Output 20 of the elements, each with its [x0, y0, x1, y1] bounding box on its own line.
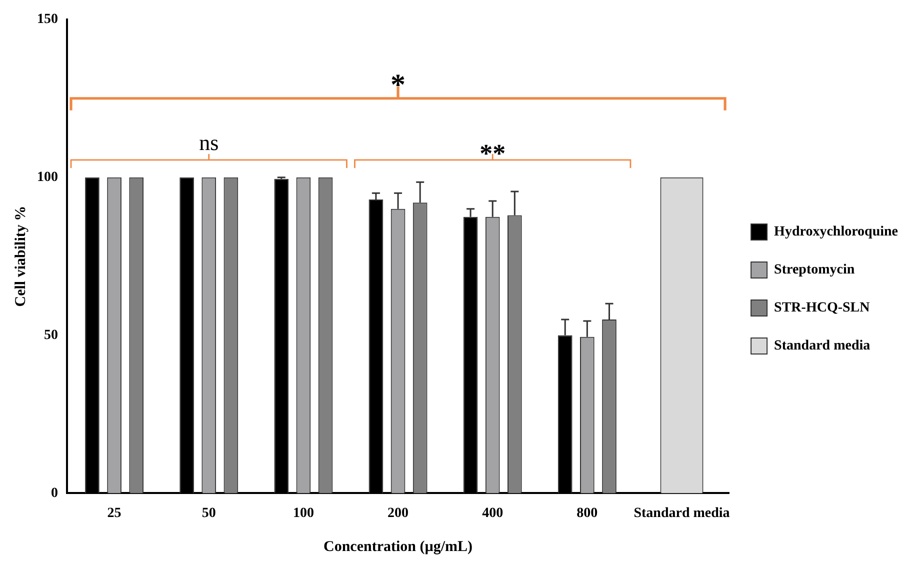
legend-label: Streptomycin — [774, 262, 855, 278]
y-axis-title: Cell viability % — [12, 206, 29, 307]
x-tick-label: 50 — [202, 506, 216, 522]
x-tick-label: 200 — [388, 506, 409, 522]
x-axis-title: Concentration (µg/mL) — [324, 538, 473, 555]
legend-label: STR-HCQ-SLN — [774, 300, 870, 316]
annotation: ns — [199, 130, 219, 155]
x-tick-label: 400 — [482, 506, 504, 522]
x-tick-label: 800 — [576, 506, 598, 522]
x-tick-label: 100 — [292, 506, 314, 522]
legend-label: Standard media — [774, 338, 870, 354]
x-tick-label: 25 — [107, 506, 122, 522]
legend-label: Hydroxychloroquine — [774, 224, 898, 240]
x-tick-label: Standard media — [634, 506, 730, 522]
annotation: ** — [480, 138, 506, 168]
y-tick-label: 50 — [44, 328, 58, 343]
y-tick-label: 0 — [51, 486, 58, 501]
annotation: * — [390, 68, 406, 102]
y-tick-label: 150 — [37, 12, 58, 28]
y-tick-label: 100 — [37, 170, 58, 185]
